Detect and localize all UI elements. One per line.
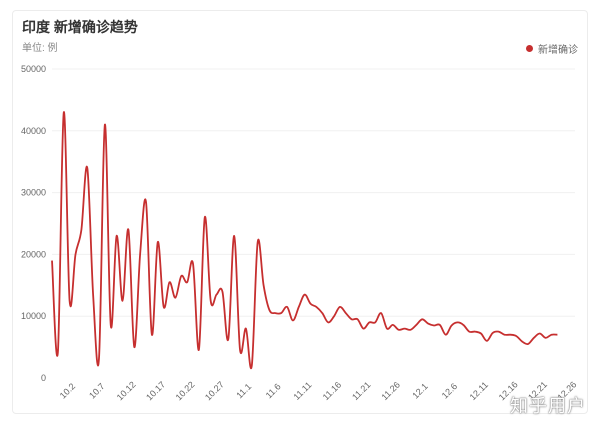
x-tick-label: 11.6 — [264, 381, 283, 400]
y-tick-label: 30000 — [21, 188, 46, 198]
x-tick-label: 11.26 — [379, 380, 402, 403]
y-tick-label: 20000 — [21, 249, 46, 259]
x-tick-label: 11.21 — [350, 380, 373, 403]
x-tick-label: 10.27 — [203, 379, 226, 402]
series-line — [51, 111, 558, 370]
y-tick-label: 10000 — [21, 311, 46, 321]
legend-dot-icon — [526, 45, 533, 52]
x-tick-label: 11.16 — [321, 380, 344, 403]
y-tick-label: 0 — [41, 373, 46, 383]
x-tick-label: 10.17 — [144, 379, 167, 402]
x-tick-label: 10.22 — [174, 379, 197, 402]
unit-label: 单位: 例 — [22, 43, 58, 54]
legend[interactable]: 新增确诊 — [526, 41, 578, 56]
watermark: 知乎用户 — [510, 396, 586, 416]
legend-label: 新增确诊 — [538, 45, 578, 56]
x-tick-label: 10.2 — [58, 381, 77, 400]
chart-title: 印度 新增确诊趋势 — [22, 19, 138, 35]
x-tick-label: 11.11 — [292, 380, 314, 402]
x-tick-label: 10.12 — [115, 379, 138, 402]
y-tick-label: 50000 — [21, 64, 46, 74]
x-tick-label: 11.1 — [234, 381, 253, 400]
x-tick-label: 10.7 — [87, 381, 106, 400]
y-tick-label: 40000 — [21, 126, 46, 136]
x-tick-label: 12.6 — [440, 381, 459, 400]
x-tick-label: 12.11 — [468, 380, 491, 403]
x-tick-label: 12.1 — [410, 381, 429, 400]
